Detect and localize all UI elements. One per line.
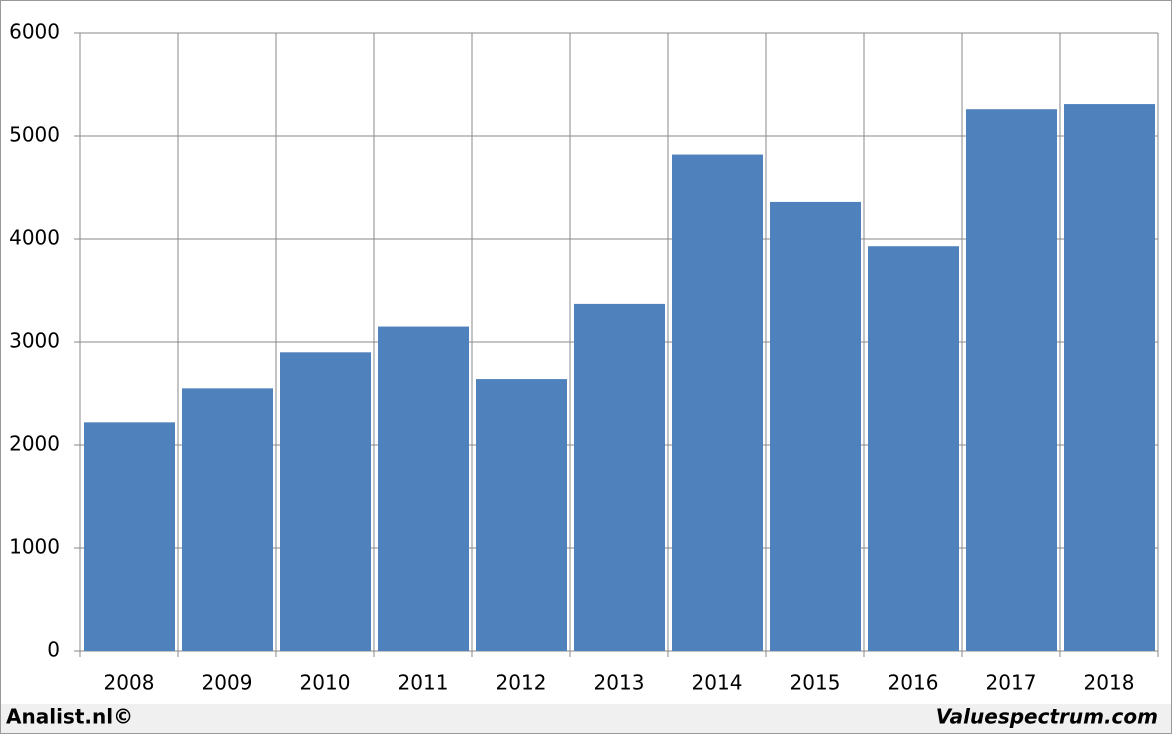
bar [378,326,469,651]
x-tick-label: 2016 [888,671,939,695]
y-tick-label: 4000 [9,226,60,250]
x-tick-label: 2014 [692,671,743,695]
x-tick-label: 2018 [1084,671,1135,695]
y-tick-label: 0 [47,638,60,662]
footer-band [1,704,1171,733]
y-tick-label: 1000 [9,535,60,559]
x-tick-label: 2010 [300,671,351,695]
footer-left: Analist.nl© [6,705,133,729]
x-tick-label: 2012 [496,671,547,695]
bar [1064,104,1155,651]
bar [182,388,273,651]
x-tick-label: 2011 [398,671,449,695]
x-tick-label: 2013 [594,671,645,695]
y-tick-label: 6000 [9,20,60,44]
y-tick-label: 2000 [9,432,60,456]
bar [574,303,665,651]
bar [476,379,567,651]
bar [280,352,371,651]
y-tick-label: 3000 [9,329,60,353]
bar [84,422,175,651]
x-tick-label: 2017 [986,671,1037,695]
bar [868,246,959,651]
bar [672,154,763,652]
x-tick-label: 2009 [202,671,253,695]
x-tick-label: 2008 [104,671,155,695]
x-tick-label: 2015 [790,671,841,695]
footer-right: Valuespectrum.com [936,705,1158,729]
y-tick-label: 5000 [9,123,60,147]
bar [966,109,1057,652]
bar [770,201,861,652]
